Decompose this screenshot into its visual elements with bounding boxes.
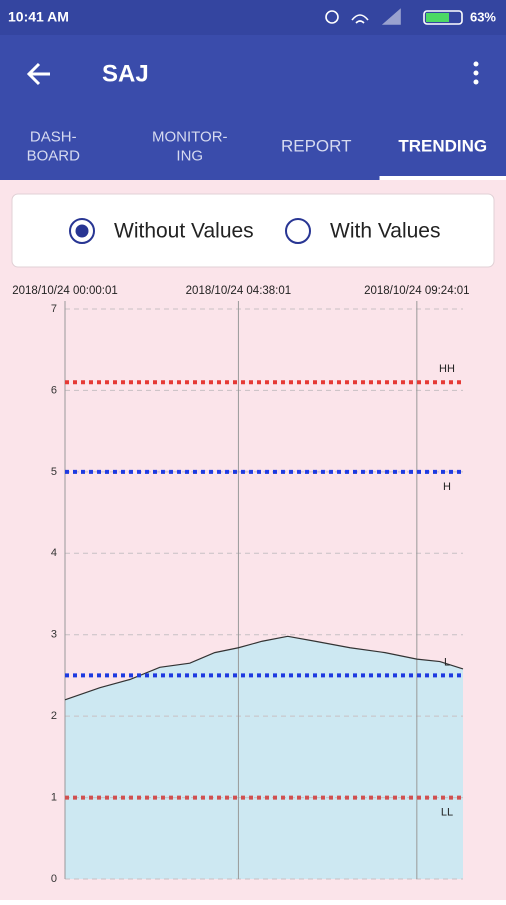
- tab-label[interactable]: ING: [176, 147, 203, 164]
- y-tick-label: 5: [51, 466, 57, 478]
- menu-button[interactable]: [474, 62, 479, 85]
- y-tick-label: 3: [51, 629, 57, 641]
- tab-label[interactable]: TRENDING: [398, 136, 487, 155]
- x-tick-label: 2018/10/24 09:24:01: [364, 285, 470, 297]
- radio-label[interactable]: Without Values: [114, 220, 254, 243]
- app-title: SAJ: [102, 60, 149, 87]
- threshold-label: HH: [439, 363, 455, 375]
- tab-label[interactable]: DASH-: [30, 128, 77, 145]
- tab-indicator: [380, 176, 506, 180]
- threshold-label: LL: [441, 806, 453, 818]
- y-tick-label: 1: [51, 791, 57, 803]
- x-tick-label: 2018/10/24 00:00:01: [12, 285, 118, 297]
- y-tick-label: 2: [51, 710, 57, 722]
- tab-label[interactable]: BOARD: [27, 147, 81, 164]
- threshold-label: H: [443, 481, 451, 493]
- status-battery: 63%: [470, 9, 496, 24]
- radio-label[interactable]: With Values: [330, 220, 441, 243]
- y-tick-label: 4: [51, 547, 57, 559]
- radio-dot: [76, 225, 89, 238]
- x-tick-label: 2018/10/24 04:38:01: [186, 285, 292, 297]
- tab-label[interactable]: REPORT: [281, 136, 352, 155]
- y-tick-label: 6: [51, 384, 57, 396]
- threshold-label: L: [444, 656, 450, 668]
- tab-label[interactable]: MONITOR-: [152, 128, 228, 145]
- y-tick-label: 7: [51, 303, 57, 315]
- y-tick-label: 0: [51, 873, 57, 885]
- status-time: 10:41 AM: [8, 9, 69, 25]
